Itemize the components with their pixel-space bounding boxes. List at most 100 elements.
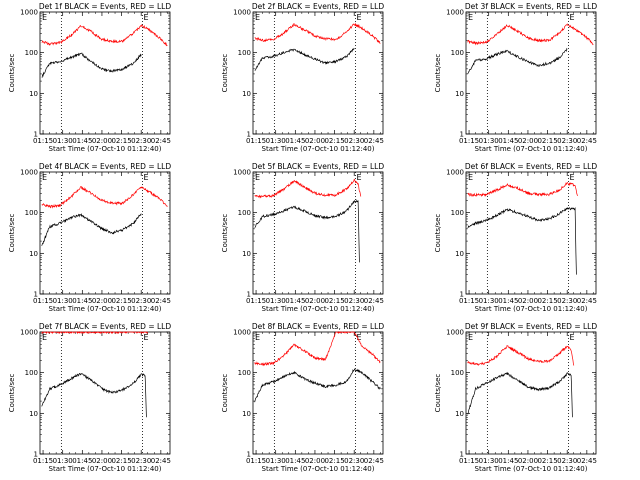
chart-title: Det 6f BLACK = Events, RED = LLD (465, 162, 598, 171)
x-tick-label: 02:30 (344, 137, 364, 145)
x-tick-label: 02:00 (92, 297, 112, 305)
x-tick-label: 02:00 (305, 457, 325, 465)
y-tick-label: 1000 (446, 169, 464, 177)
chart-title: Det 3f BLACK = Events, RED = LLD (465, 2, 598, 11)
x-axis-label: Start Time (07-Oct-10 01:12:40) (262, 145, 375, 153)
x-tick-label: 01:15 (246, 137, 266, 145)
y-tick-label: 10 (455, 250, 464, 258)
events-series-line (254, 47, 355, 71)
x-tick-label: 01:30 (479, 297, 499, 305)
x-tick-label: 01:45 (72, 137, 92, 145)
y-tick-label: 100 (25, 49, 38, 57)
y-axis-label: Counts/sec (221, 214, 229, 253)
x-tick-label: 01:15 (33, 297, 53, 305)
x-tick-label: 01:30 (53, 457, 73, 465)
y-tick-label: 100 (25, 369, 38, 377)
x-tick-label: 01:15 (459, 457, 479, 465)
x-tick-label: 02:15 (537, 297, 557, 305)
x-tick-label: 01:45 (72, 457, 92, 465)
events-series-line (467, 206, 577, 275)
y-tick-label: 1000 (446, 9, 464, 17)
x-tick-label: 02:15 (537, 137, 557, 145)
chart-title: Det 8f BLACK = Events, RED = LLD (252, 322, 385, 331)
x-tick-label: 02:45 (577, 457, 597, 465)
x-tick-label: 02:15 (111, 297, 131, 305)
chart-panel-2: Det 2f BLACK = Events, RED = LLD 1 10 100 10… (221, 2, 384, 153)
y-tick-label: 1 (34, 131, 38, 139)
plot-frame (39, 331, 171, 455)
x-axis-label: Start Time (07-Oct-10 01:12:40) (49, 305, 162, 313)
x-axis-label: Start Time (07-Oct-10 01:12:40) (49, 465, 162, 473)
chart-panel-4: Det 4f BLACK = Events, RED = LLD 1 10 100 10… (8, 162, 171, 313)
marker-e-label: E (357, 13, 362, 22)
x-tick-label: 02:00 (518, 457, 538, 465)
marker-e-label: E (144, 333, 149, 342)
x-axis-label: Start Time (07-Oct-10 01:12:40) (262, 305, 375, 313)
x-tick-label: 02:15 (324, 137, 344, 145)
chart-title: Det 9f BLACK = Events, RED = LLD (465, 322, 598, 331)
x-tick-label: 01:45 (285, 137, 305, 145)
x-tick-label: 02:00 (518, 297, 538, 305)
x-tick-label: 02:15 (111, 457, 131, 465)
x-tick-label: 01:30 (266, 137, 286, 145)
plot-frame (465, 331, 597, 455)
x-axis-label: Start Time (07-Oct-10 01:12:40) (262, 465, 375, 473)
x-tick-label: 02:00 (305, 297, 325, 305)
y-axis-label: Counts/sec (434, 214, 442, 253)
x-tick-label: 01:45 (285, 297, 305, 305)
chart-title: Det 5f BLACK = Events, RED = LLD (252, 162, 385, 171)
lld-series-line (467, 344, 575, 366)
x-tick-label: 01:15 (246, 457, 266, 465)
y-tick-label: 1 (460, 291, 464, 299)
y-tick-label: 1000 (20, 9, 38, 17)
marker-e-label: E (255, 173, 260, 182)
marker-e-label: E (468, 13, 473, 22)
y-tick-label: 10 (242, 410, 251, 418)
x-tick-label: 01:45 (498, 137, 518, 145)
x-tick-label: 01:30 (479, 137, 499, 145)
y-axis-label: Counts/sec (221, 54, 229, 93)
x-tick-label: 01:45 (498, 297, 518, 305)
marker-e-label: E (144, 173, 149, 182)
x-tick-label: 02:15 (324, 457, 344, 465)
x-tick-label: 02:15 (324, 297, 344, 305)
x-tick-label: 02:45 (577, 297, 597, 305)
marker-e-label: E (144, 13, 149, 22)
lld-series-line (41, 186, 168, 209)
y-tick-label: 100 (451, 49, 464, 57)
y-tick-label: 1 (247, 291, 251, 299)
plot-frame (39, 11, 171, 135)
y-tick-label: 10 (455, 90, 464, 98)
y-tick-label: 10 (242, 250, 251, 258)
x-tick-label: 02:30 (131, 137, 151, 145)
y-tick-label: 1 (247, 451, 251, 459)
y-tick-label: 100 (451, 369, 464, 377)
events-series-line (467, 47, 568, 74)
x-axis-label: Start Time (07-Oct-10 01:12:40) (475, 465, 588, 473)
chart-panel-8: Det 8f BLACK = Events, RED = LLD 1 10 100 10… (221, 322, 384, 473)
y-axis-label: Counts/sec (8, 54, 16, 93)
x-axis-label: Start Time (07-Oct-10 01:12:40) (49, 145, 162, 153)
x-tick-label: 02:30 (557, 137, 577, 145)
x-tick-label: 01:30 (53, 297, 73, 305)
marker-e-label: E (468, 173, 473, 182)
events-series-line (467, 371, 573, 418)
y-tick-label: 100 (25, 209, 38, 217)
x-tick-label: 02:15 (111, 137, 131, 145)
x-tick-label: 01:15 (33, 457, 53, 465)
x-tick-label: 02:30 (131, 297, 151, 305)
events-series-line (41, 373, 147, 418)
x-tick-label: 02:30 (344, 297, 364, 305)
y-tick-label: 1000 (233, 9, 251, 17)
plot-frame (252, 11, 384, 135)
x-axis-label: Start Time (07-Oct-10 01:12:40) (475, 305, 588, 313)
lld-series-line (41, 331, 149, 335)
marker-e-label: E (42, 173, 47, 182)
x-axis-label: Start Time (07-Oct-10 01:12:40) (475, 145, 588, 153)
y-tick-label: 10 (455, 410, 464, 418)
plot-frame (252, 331, 384, 455)
x-tick-label: 01:45 (285, 457, 305, 465)
marker-e-label: E (570, 173, 575, 182)
x-tick-label: 02:45 (151, 297, 171, 305)
